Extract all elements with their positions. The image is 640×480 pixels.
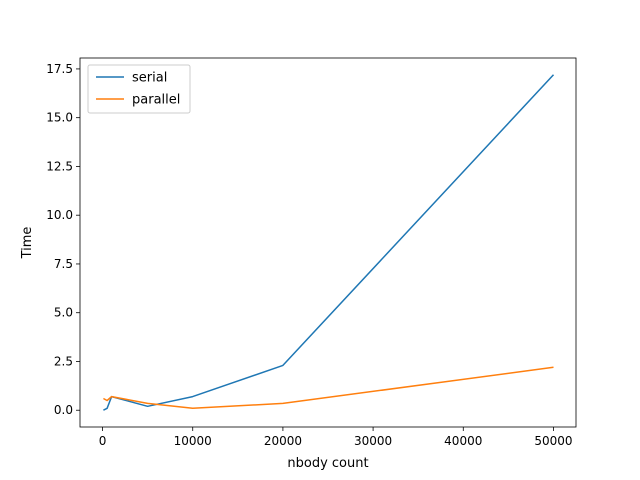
x-tick-label: 20000 [264,434,302,448]
x-tick-label: 50000 [534,434,572,448]
x-tick-label: 10000 [174,434,212,448]
y-tick-label: 12.5 [46,159,73,173]
axes-frame [79,57,577,428]
legend-label-parallel: parallel [132,93,180,108]
y-tick-label: 10.0 [46,208,73,222]
series-line-parallel [103,366,554,410]
legend: serial parallel [87,64,191,114]
plot-lines [103,74,555,411]
series-line-serial [103,74,555,411]
x-tick-label: 40000 [444,434,482,448]
y-axis-ticks: 0.0 2.5 5.0 7.5 10.0 12.5 15.0 17.5 [46,62,80,417]
x-axis-label: nbody count [287,456,368,471]
y-tick-label: 15.0 [46,111,73,125]
y-tick-label: 2.5 [54,354,73,368]
legend-label-serial: serial [132,71,167,86]
x-tick-label: 30000 [354,434,392,448]
y-axis-label: Time [20,227,35,260]
y-tick-label: 17.5 [46,62,73,76]
y-tick-label: 5.0 [54,306,73,320]
x-tick-label: 0 [99,434,107,448]
y-tick-label: 7.5 [54,257,73,271]
x-axis-ticks: 0 10000 20000 30000 40000 50000 [99,427,573,448]
y-tick-label: 0.0 [54,403,73,417]
